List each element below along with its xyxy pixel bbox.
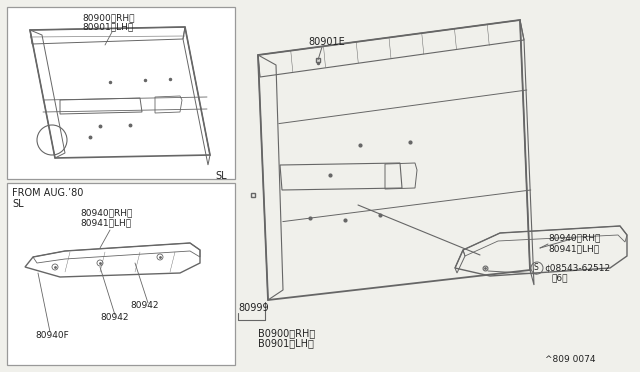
Text: B0901〈LH〉: B0901〈LH〉 bbox=[258, 338, 314, 348]
Text: 80942: 80942 bbox=[130, 301, 159, 310]
Text: 80941〈LH〉: 80941〈LH〉 bbox=[548, 244, 599, 253]
Bar bbox=[7, 7, 235, 179]
Text: 80901〈LH〉: 80901〈LH〉 bbox=[82, 22, 133, 32]
Text: 80901E: 80901E bbox=[308, 37, 345, 47]
Text: 80942: 80942 bbox=[100, 314, 129, 323]
Text: SL: SL bbox=[215, 171, 227, 181]
Bar bbox=[7, 183, 235, 365]
Text: S: S bbox=[534, 263, 538, 273]
Text: 80940〈RH〉: 80940〈RH〉 bbox=[548, 234, 600, 243]
Text: B0900〈RH〉: B0900〈RH〉 bbox=[258, 328, 316, 338]
Text: ¢08543-62512: ¢08543-62512 bbox=[544, 263, 610, 273]
Text: 80941〈LH〉: 80941〈LH〉 bbox=[80, 218, 131, 228]
Text: 80999: 80999 bbox=[238, 303, 269, 313]
Text: 80940〈RH〉: 80940〈RH〉 bbox=[80, 208, 132, 218]
Text: 80940F: 80940F bbox=[35, 330, 68, 340]
Text: SL: SL bbox=[12, 199, 24, 209]
Text: 〈6〉: 〈6〉 bbox=[551, 273, 568, 282]
Text: FROM AUG.’80: FROM AUG.’80 bbox=[12, 188, 83, 198]
Text: ^809 0074: ^809 0074 bbox=[545, 356, 595, 365]
Text: 80900〈RH〉: 80900〈RH〉 bbox=[82, 13, 134, 22]
